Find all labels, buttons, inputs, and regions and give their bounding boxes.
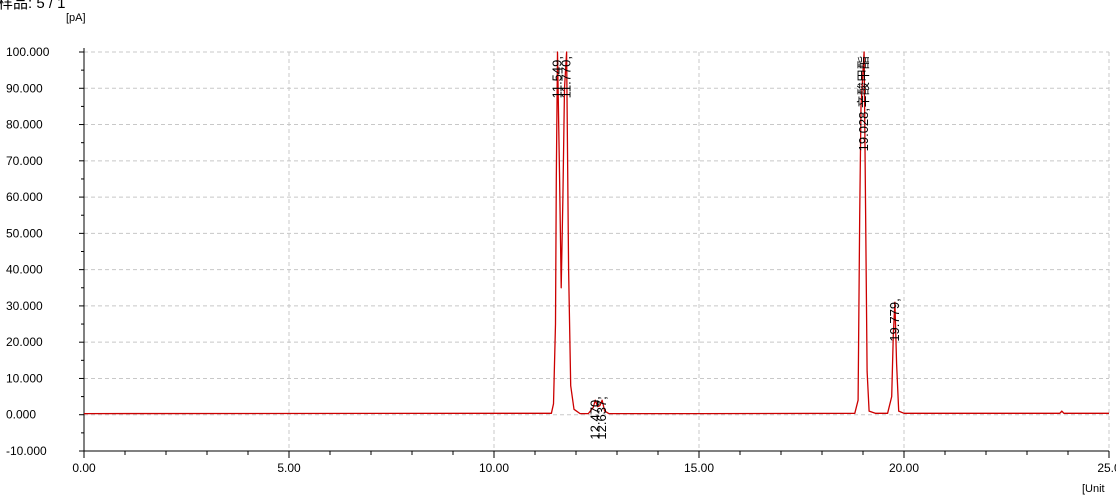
sample-title-fragment: 样品: 5 / 1 <box>0 0 66 12</box>
y-tick-label: 10.000 <box>6 371 43 385</box>
peak-labels: 11.549,11.770, 12.470,12.637, 19.028,辛酸甲酯 1… <box>550 56 902 440</box>
x-unit-label: [Unit <box>1082 483 1105 495</box>
peak-label: 19.028,辛酸甲酯 <box>856 56 871 151</box>
x-tick-label: 10.00 <box>479 461 509 475</box>
x-tick-label: 25.0 <box>1097 461 1116 475</box>
peak-label: 12.637, <box>594 396 609 439</box>
peak-label: 12.470, <box>587 396 602 439</box>
y-tick-label: 90.000 <box>6 81 43 95</box>
y-tick-label: 60.000 <box>6 190 43 204</box>
y-unit-label: [pA] <box>66 12 86 24</box>
y-tick-label: 0.000 <box>6 408 36 422</box>
grid-lines <box>84 51 1110 451</box>
x-tick-label: 15.00 <box>684 461 714 475</box>
y-tick-label: -10.000 <box>6 444 47 458</box>
peak-label: 11.770, <box>559 56 574 98</box>
tick-labels: -10.000 0.000 10.000 20.000 30.000 40.000 50.0… <box>6 45 1116 475</box>
y-tick-label: 50.000 <box>6 226 43 240</box>
y-tick-label: 100.000 <box>6 45 50 59</box>
peak-label: 19.779, <box>887 298 902 341</box>
y-tick-label: 20.000 <box>6 335 43 349</box>
x-tick-label: 0.00 <box>72 461 96 475</box>
y-tick-label: 70.000 <box>6 154 43 168</box>
axes <box>79 48 1110 458</box>
series-line <box>83 51 1109 415</box>
peak-label: 11.549, <box>550 56 565 98</box>
y-tick-label: 80.000 <box>6 118 43 132</box>
x-tick-label: 20.00 <box>889 461 919 475</box>
y-tick-label: 30.000 <box>6 299 43 313</box>
x-tick-label: 5.00 <box>277 461 301 475</box>
series-layer <box>83 51 1109 415</box>
y-tick-label: 40.000 <box>6 263 43 277</box>
